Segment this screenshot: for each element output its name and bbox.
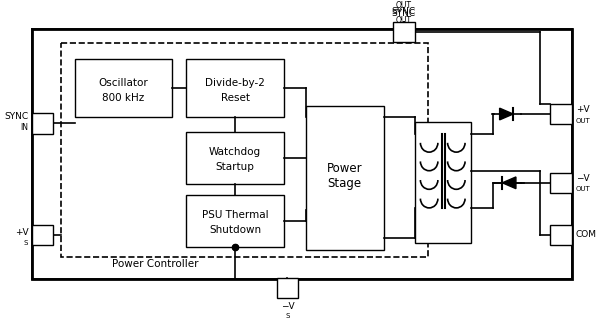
Text: Divide-by-2: Divide-by-2 bbox=[205, 78, 265, 88]
Bar bbox=[551, 173, 572, 193]
Bar bbox=[32, 29, 572, 278]
Text: S: S bbox=[24, 240, 28, 246]
Bar bbox=[277, 278, 298, 298]
Text: Startup: Startup bbox=[215, 162, 254, 172]
Bar bbox=[551, 104, 572, 124]
Text: Power Controller: Power Controller bbox=[112, 259, 198, 269]
Bar bbox=[32, 113, 54, 134]
Text: Power: Power bbox=[327, 162, 362, 175]
Bar bbox=[186, 59, 283, 117]
Text: S: S bbox=[285, 313, 289, 319]
Bar bbox=[415, 122, 471, 243]
Text: −V: −V bbox=[576, 174, 589, 183]
Text: PSU Thermal: PSU Thermal bbox=[201, 210, 268, 220]
Polygon shape bbox=[502, 177, 516, 189]
Text: Watchdog: Watchdog bbox=[209, 147, 261, 157]
Bar bbox=[186, 195, 283, 247]
Bar bbox=[32, 225, 54, 245]
Text: −V: −V bbox=[280, 302, 294, 311]
Text: OUT: OUT bbox=[396, 16, 412, 25]
Bar bbox=[75, 59, 172, 117]
Text: OUT: OUT bbox=[396, 1, 412, 10]
Polygon shape bbox=[500, 108, 513, 120]
Bar bbox=[551, 225, 572, 245]
Text: SYNC: SYNC bbox=[4, 112, 28, 121]
Text: +V: +V bbox=[576, 105, 589, 114]
Bar bbox=[393, 22, 415, 42]
Bar bbox=[306, 106, 384, 250]
Text: COM: COM bbox=[576, 230, 597, 239]
Text: IN: IN bbox=[21, 123, 28, 132]
Text: +V: +V bbox=[14, 227, 28, 237]
Text: SYNC: SYNC bbox=[392, 7, 416, 16]
Text: Reset: Reset bbox=[221, 93, 250, 103]
Text: OUT: OUT bbox=[576, 117, 590, 123]
Text: Oscillator: Oscillator bbox=[98, 78, 148, 88]
Bar bbox=[186, 132, 283, 184]
Bar bbox=[62, 43, 428, 257]
Text: SYNC: SYNC bbox=[392, 9, 416, 18]
Text: Stage: Stage bbox=[327, 177, 362, 190]
Text: Shutdown: Shutdown bbox=[209, 225, 261, 235]
Text: 800 kHz: 800 kHz bbox=[103, 93, 145, 103]
Text: OUT: OUT bbox=[576, 186, 590, 192]
